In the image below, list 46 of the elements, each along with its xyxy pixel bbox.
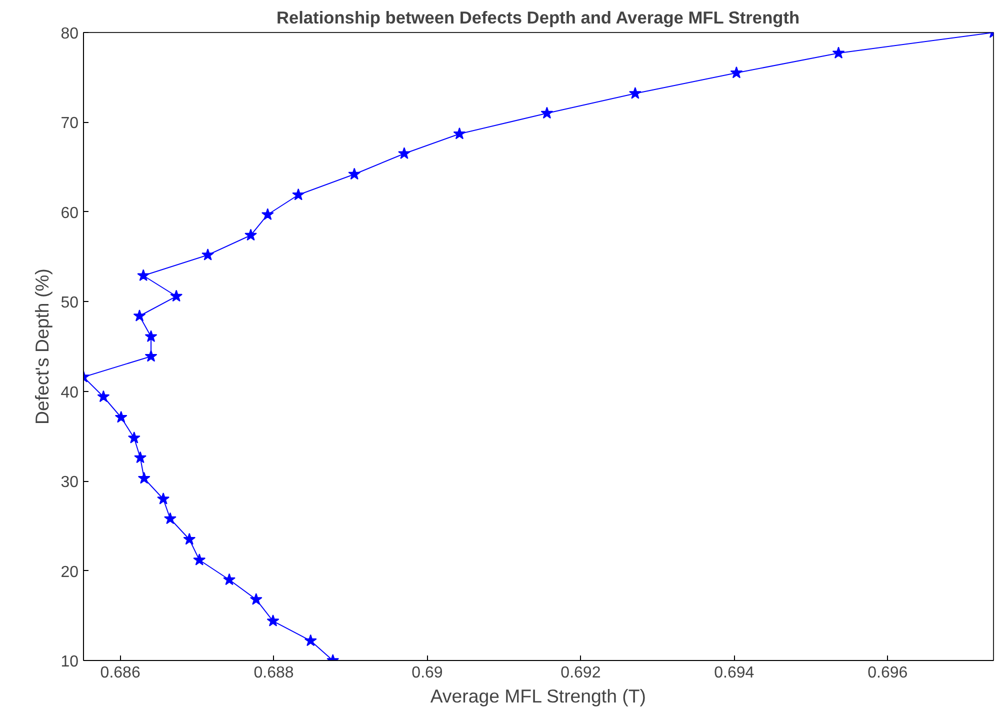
point	[138, 472, 150, 484]
point	[304, 634, 317, 646]
x-tick-label: 0.696	[868, 664, 908, 682]
x-tick-label: 0.686	[100, 664, 140, 682]
x-tick-label: 0.692	[560, 664, 601, 682]
y-axis-title: Defect's Depth (%)	[32, 268, 53, 424]
point	[183, 532, 196, 545]
point	[266, 614, 280, 626]
x-tick-label: 0.69	[412, 664, 443, 682]
point	[193, 554, 206, 566]
point	[133, 309, 146, 322]
point	[164, 512, 176, 524]
point	[348, 168, 361, 180]
point	[261, 208, 274, 220]
point	[157, 492, 170, 504]
point	[128, 432, 140, 444]
y-tick-label: 70	[60, 115, 79, 132]
point	[97, 390, 110, 402]
x-tick-label: 0.688	[254, 664, 294, 682]
point	[453, 127, 466, 140]
point	[628, 87, 642, 99]
point	[398, 147, 410, 159]
point	[244, 228, 257, 241]
x-axis-title: Average MFL Strength (T)	[430, 686, 646, 706]
point	[292, 188, 305, 200]
point	[134, 451, 146, 464]
point	[114, 410, 128, 423]
point	[832, 46, 845, 58]
point	[170, 290, 183, 302]
y-tick-label: 20	[60, 564, 79, 581]
point	[730, 66, 743, 78]
point	[202, 248, 214, 260]
x-tick-label: 0.694	[714, 664, 754, 682]
point	[137, 269, 150, 281]
point	[223, 573, 236, 586]
y-tick-label: 40	[60, 384, 79, 402]
y-tick-label: 80	[60, 26, 79, 42]
chart-title: Relationship between Defects Depth and Average MFL Strength	[276, 8, 800, 28]
point	[144, 350, 158, 362]
point	[540, 106, 554, 119]
y-tick-label: 30	[60, 474, 79, 492]
point	[144, 330, 158, 342]
y-tick-label: 60	[60, 204, 79, 222]
y-tick-label: 50	[60, 294, 79, 312]
y-tick-label: 10	[60, 654, 79, 670]
point	[250, 592, 262, 605]
